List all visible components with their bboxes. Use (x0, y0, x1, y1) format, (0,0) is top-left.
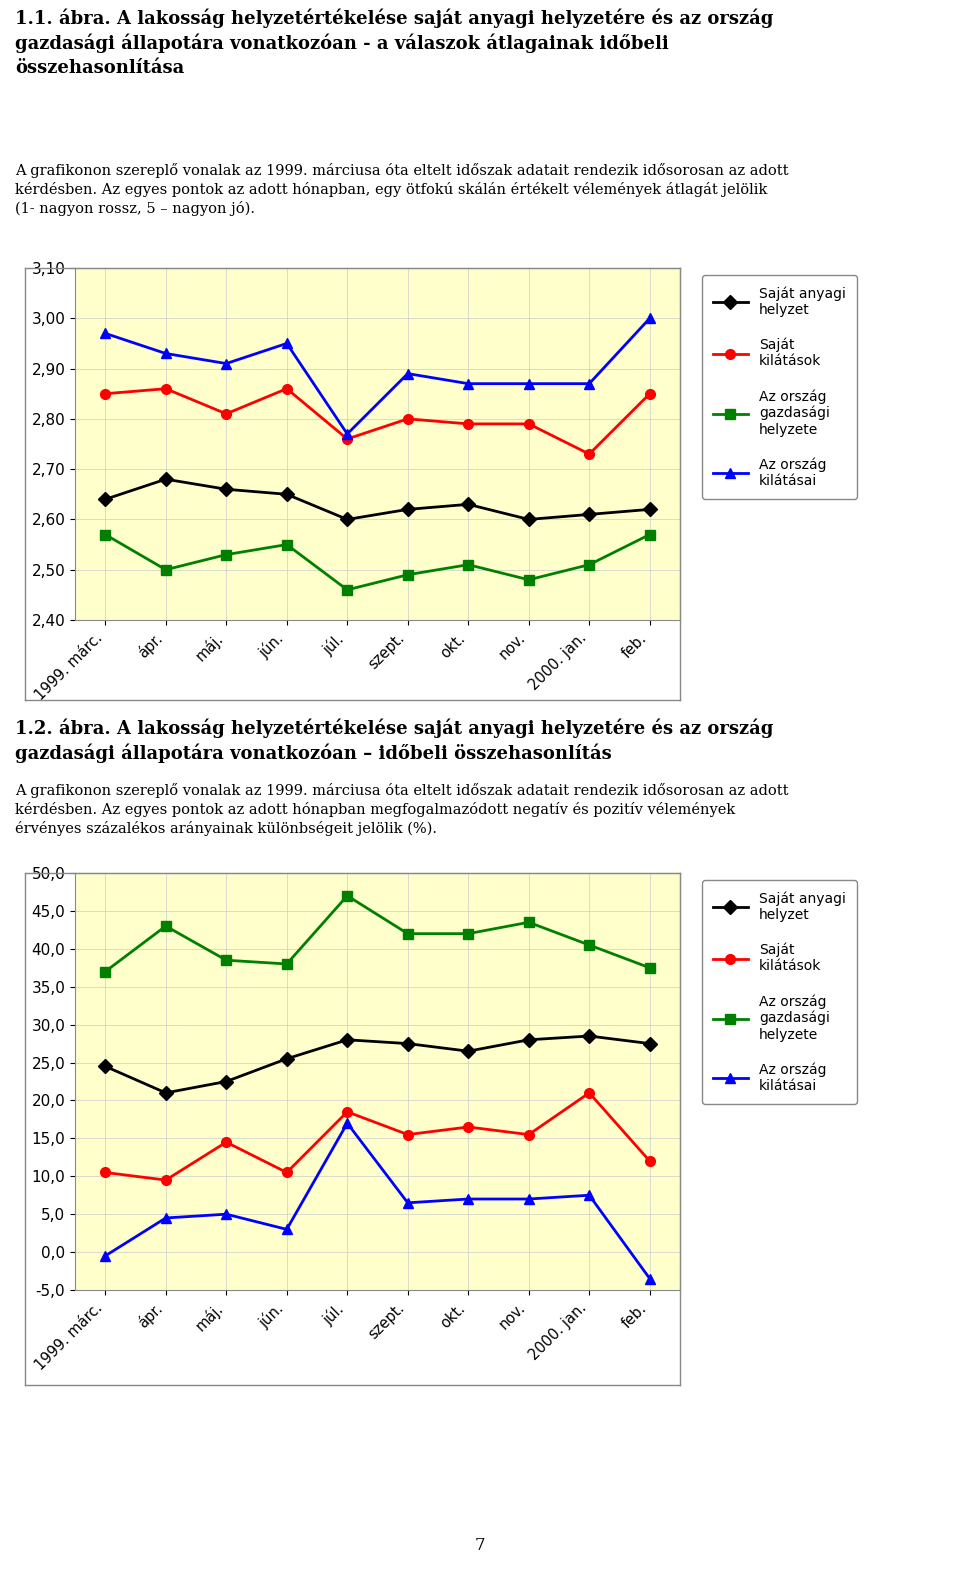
Legend: Saját anyagi
helyzet, Saját
kilátások, Az ország
gazdasági
helyzete, Az ország
k: Saját anyagi helyzet, Saját kilátások, A… (702, 275, 857, 500)
Text: A grafikonon szereplő vonalak az 1999. márciusa óta eltelt időszak adatait rende: A grafikonon szereplő vonalak az 1999. m… (15, 163, 788, 217)
Legend: Saját anyagi
helyzet, Saját
kilátások, Az ország
gazdasági
helyzete, Az ország
k: Saját anyagi helyzet, Saját kilátások, A… (702, 880, 857, 1104)
Text: A grafikonon szereplő vonalak az 1999. márciusa óta eltelt időszak adatait rende: A grafikonon szereplő vonalak az 1999. m… (15, 783, 788, 836)
Text: 1.1. ábra. A lakosság helyzetértékelése saját anyagi helyzetére és az ország
gaz: 1.1. ábra. A lakosság helyzetértékelése … (15, 8, 774, 77)
Text: 7: 7 (474, 1537, 486, 1555)
Text: 1.2. ábra. A lakosság helyzetértékelése saját anyagi helyzetére és az ország
gaz: 1.2. ábra. A lakosság helyzetértékelése … (15, 718, 774, 762)
